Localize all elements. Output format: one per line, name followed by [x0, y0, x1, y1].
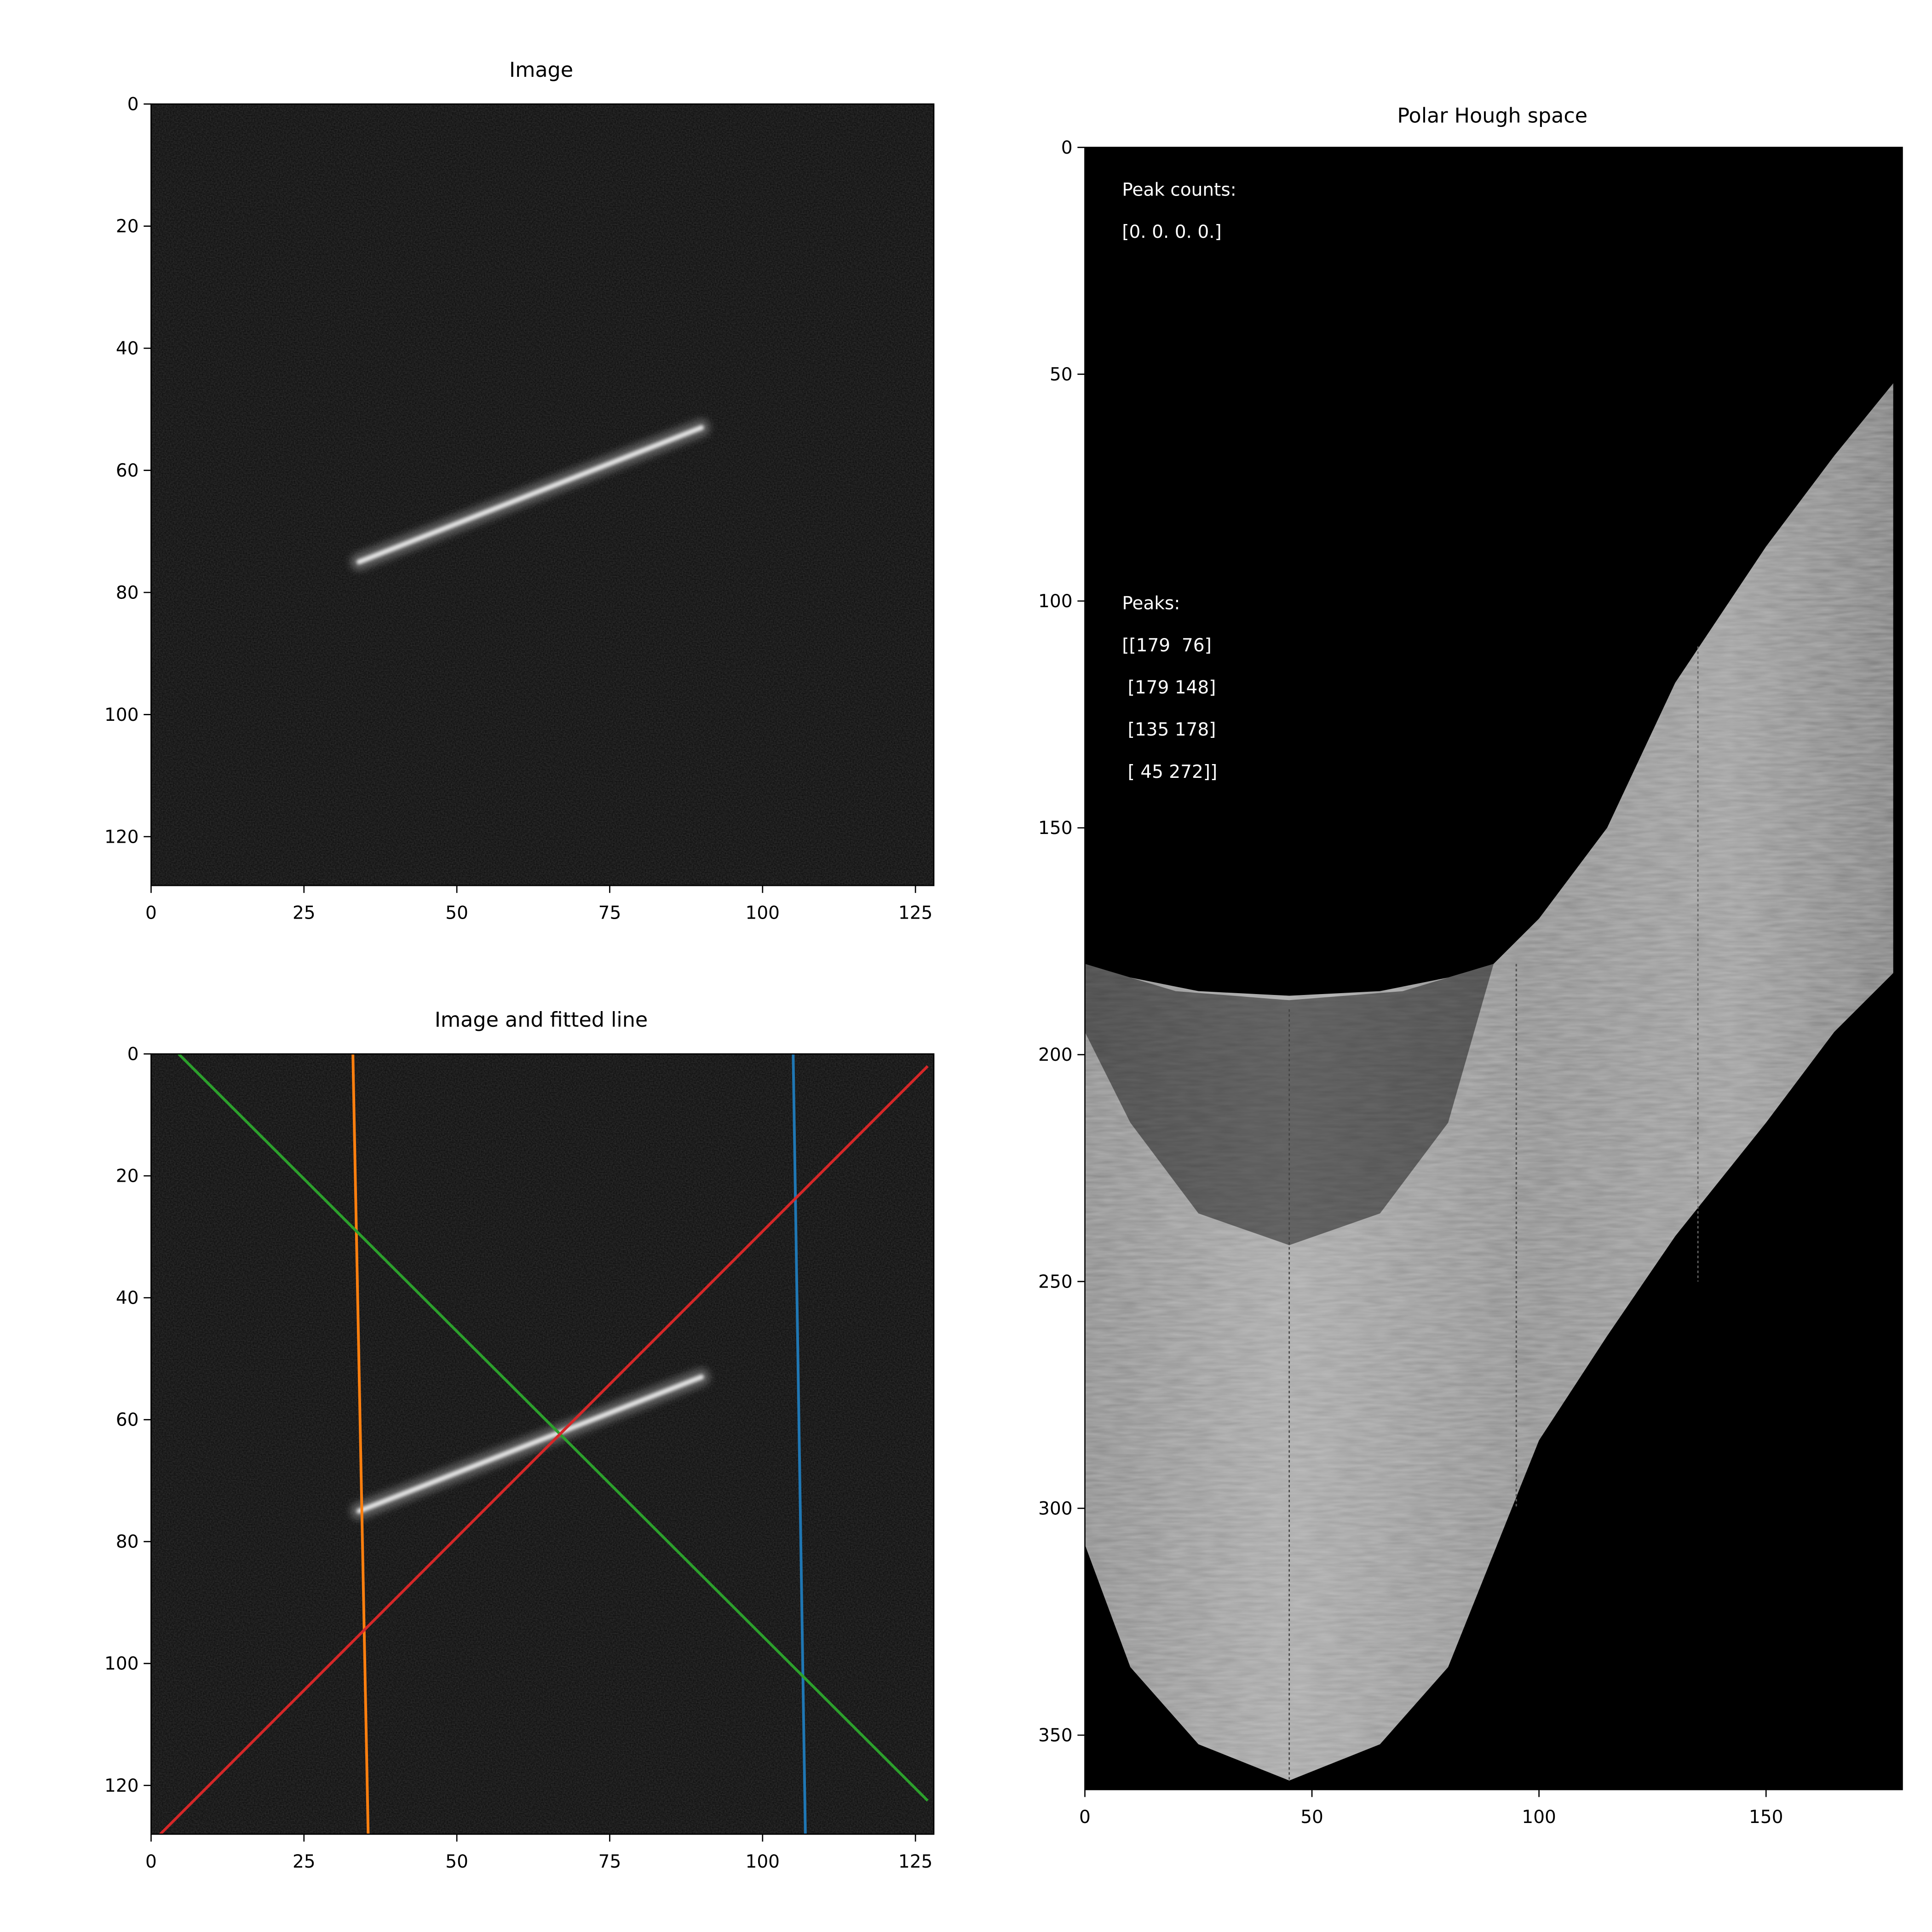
peaks-row-2: [179 148] [1122, 678, 1216, 698]
y-tick-label: 250 [1038, 1271, 1072, 1292]
y-tick-label: 100 [104, 705, 138, 725]
panel-fitted-axes: 0 25 50 75 100 125 0 20 40 60 80 100 120 [104, 1044, 935, 1872]
panel-image-title: Image [509, 58, 573, 82]
y-tick-label: 120 [104, 827, 138, 847]
y-tick-label: 80 [116, 1532, 139, 1552]
x-tick-label: 100 [746, 903, 780, 924]
y-tick-label: 0 [127, 1044, 139, 1065]
panel-hough-plot: Peak counts: [0. 0. 0. 0.] Peaks: [[179 … [1085, 147, 1903, 1790]
peaks-row-4: [ 45 272]] [1122, 762, 1217, 782]
y-tick-label: 40 [116, 1288, 139, 1309]
peaks-label: Peaks: [1122, 593, 1180, 614]
x-tick-label: 75 [598, 1852, 621, 1872]
peaks-row-1: [[179 76] [1122, 635, 1212, 656]
y-tick-label: 0 [1061, 138, 1073, 158]
x-tick-label: 0 [145, 903, 157, 924]
x-tick-label: 100 [746, 1852, 780, 1872]
x-tick-label: 0 [145, 1852, 157, 1872]
panel-hough: Polar Hough space Peak counts: [0. 0. 0.… [1038, 104, 1903, 1828]
y-tick-label: 20 [116, 1166, 139, 1187]
x-tick-label: 75 [598, 903, 621, 924]
fitted-line-blue [792, 1054, 807, 1834]
panel-image: Image 0 25 50 75 100 125 0 20 40 60 80 100 120 [104, 58, 935, 924]
peaks-row-3: [135 178] [1122, 719, 1216, 740]
y-tick-label: 200 [1038, 1045, 1072, 1065]
x-tick-label: 50 [445, 1852, 468, 1872]
y-tick-label: 100 [1038, 591, 1072, 612]
panel-fitted: Image and fitted line 0 25 50 75 100 125 0 20 40… [104, 1008, 935, 1872]
y-tick-label: 300 [1038, 1498, 1072, 1519]
fitted-line-orange [351, 1054, 370, 1834]
y-tick-label: 60 [116, 1410, 139, 1431]
x-tick-label: 50 [1300, 1807, 1323, 1828]
streak-core [356, 425, 704, 564]
y-tick-label: 100 [104, 1654, 138, 1674]
y-tick-label: 80 [116, 582, 139, 603]
plot-frame [1084, 147, 1903, 1790]
x-tick-label: 125 [898, 1852, 932, 1872]
y-tick-label: 20 [116, 216, 139, 237]
x-tick-label: 125 [898, 903, 932, 924]
panel-image-axes: 0 25 50 75 100 125 0 20 40 60 80 100 120 [104, 94, 935, 924]
y-tick-label: 0 [127, 94, 139, 115]
x-tick-label: 0 [1079, 1807, 1091, 1828]
panel-fitted-title: Image and fitted line [435, 1008, 648, 1032]
x-tick-label: 25 [293, 1852, 316, 1872]
panel-hough-title: Polar Hough space [1397, 104, 1587, 128]
y-tick-label: 60 [116, 460, 139, 481]
fitted-line-red [159, 1065, 929, 1834]
x-tick-label: 150 [1749, 1807, 1783, 1828]
y-tick-label: 350 [1038, 1725, 1072, 1746]
panel-hough-axes: 0 50 100 150 0 50 100 150 200 250 300 350 [1038, 138, 1903, 1828]
y-tick-label: 150 [1038, 818, 1072, 839]
x-tick-label: 100 [1522, 1807, 1556, 1828]
peak-counts-values: [0. 0. 0. 0.] [1122, 222, 1222, 242]
y-tick-label: 40 [116, 339, 139, 359]
y-tick-label: 120 [104, 1776, 138, 1796]
y-tick-label: 50 [1050, 364, 1073, 385]
x-tick-label: 50 [445, 903, 468, 924]
fitted-streak-core [356, 1374, 704, 1514]
fitted-line-green [178, 1054, 929, 1802]
hough-sinusoid-band [1085, 383, 1893, 1781]
plot-frame [150, 103, 935, 886]
x-tick-label: 25 [293, 903, 316, 924]
panel-image-plot [151, 104, 934, 886]
panel-fitted-plot [151, 1054, 934, 1834]
peak-counts-label: Peak counts: [1122, 179, 1236, 200]
plot-frame [150, 1053, 935, 1835]
